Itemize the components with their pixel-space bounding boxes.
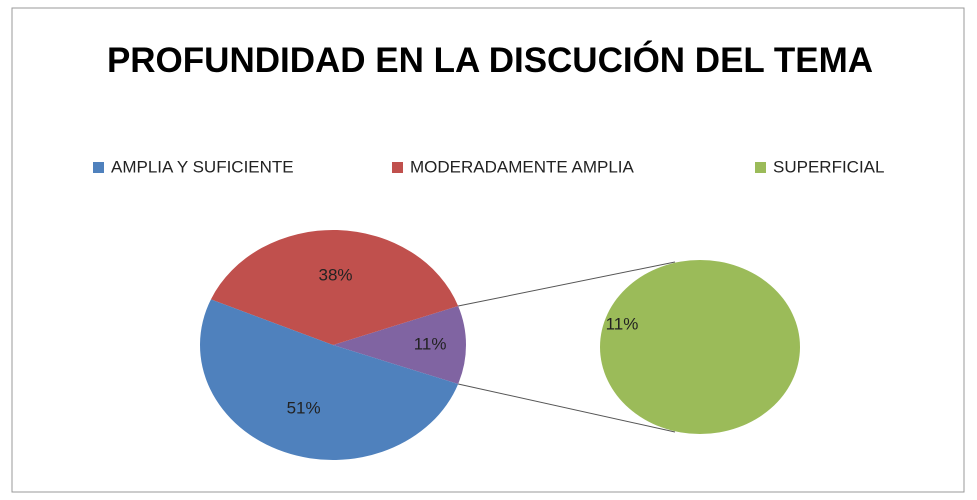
pie-slice: [210, 229, 459, 345]
chart-title: PROFUNDIDAD EN LA DISCUCIÓN DEL TEMA: [106, 41, 874, 80]
legend-swatch: [93, 162, 104, 173]
pie-slice: [200, 299, 459, 460]
chart-frame: [11, 7, 965, 493]
secondary-slice: [600, 260, 800, 434]
legend-swatch: [755, 162, 766, 173]
other-slice: [333, 306, 466, 384]
data-label: 11%: [414, 334, 447, 353]
legend-label: SUPERFICIAL: [773, 157, 884, 176]
data-label: 11%: [606, 314, 639, 333]
connector-line: [458, 383, 676, 433]
data-label: 38%: [318, 266, 352, 285]
legend-swatch: [392, 162, 403, 173]
legend-label: AMPLIA Y SUFICIENTE: [111, 157, 294, 176]
legend-label: MODERADAMENTE AMPLIA: [410, 157, 635, 176]
data-label: 51%: [287, 399, 321, 418]
connector-line: [458, 261, 676, 307]
